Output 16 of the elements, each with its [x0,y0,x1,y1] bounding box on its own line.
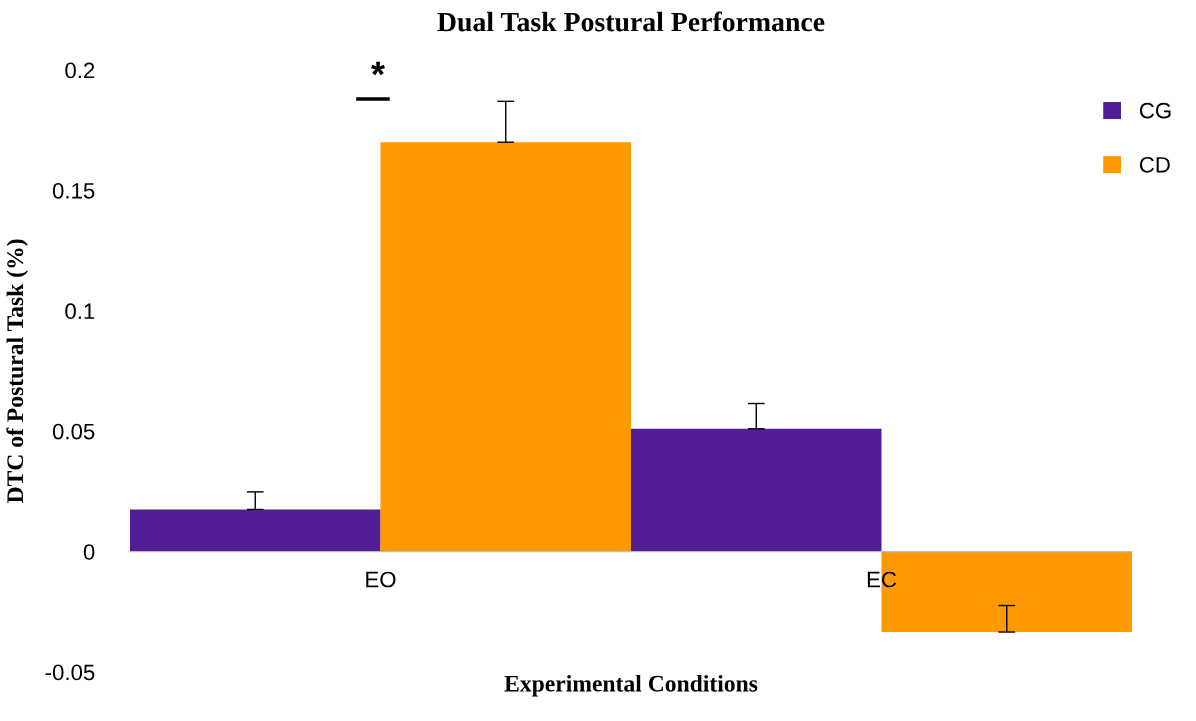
y-tick-label: 0 [83,544,95,560]
y-tick-label: 0.15 [52,182,95,199]
bar [631,428,882,552]
y-tick-label: 0.2 [65,62,95,79]
x-axis-title: Experimental Conditions [504,675,758,697]
x-tick-label: EO [366,571,396,588]
bar [130,509,381,552]
legend-label: CG [1139,102,1171,119]
y-tick-label: -0.05 [45,664,95,681]
y-axis-title: DTC of Postural Task (%) [6,239,28,504]
bar [380,142,631,552]
y-tick-label: 0.1 [65,303,95,320]
chart-title: Dual Task Postural Performance [437,11,825,32]
legend-label: CD [1139,156,1170,173]
annotation: * [371,61,385,76]
y-tick-label: 0.05 [52,423,95,440]
